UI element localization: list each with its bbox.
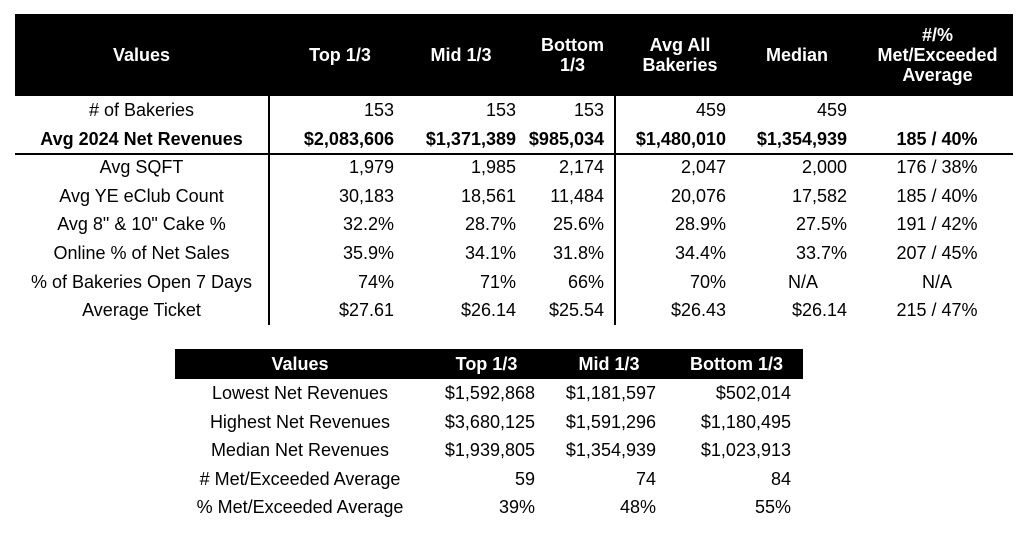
table-row: Avg YE eClub Count 30,183 18,561 11,484 … xyxy=(59,185,978,206)
table-row: Avg SQFT 1,979 1,985 2,174 2,047 2,000 1… xyxy=(99,157,978,178)
row-divider xyxy=(15,153,1013,155)
table-row: % Met/Exceeded Average 39% 48% 55% xyxy=(196,497,791,518)
header-bottom-third: Bottom 1/3 xyxy=(541,35,604,75)
table-header: Values Top 1/3 Mid 1/3 Bottom 1/3 xyxy=(175,349,803,379)
table-row: % of Bakeries Open 7 Days 74% 71% 66% 70… xyxy=(30,271,952,292)
column-divider xyxy=(614,96,616,325)
header-top-third: Top 1/3 xyxy=(455,354,518,374)
table-row: # of Bakeries 153 153 153 459 459 xyxy=(88,100,847,120)
table-body: # of Bakeries 153 153 153 459 459 Avg 20… xyxy=(15,96,1013,325)
table-row: Online % of Net Sales 35.9% 34.1% 31.8% … xyxy=(53,242,978,263)
table-row: # Met/Exceeded Average 59 74 84 xyxy=(199,468,791,489)
header-median: Median xyxy=(765,45,828,65)
table-row: Avg 2024 Net Revenues $2,083,606 $1,371,… xyxy=(40,128,978,149)
header-values: Values xyxy=(271,354,329,374)
revenue-range-table: Values Top 1/3 Mid 1/3 Bottom 1/3 Lowest… xyxy=(175,349,803,522)
header-avg-all: Avg All Bakeries xyxy=(642,35,718,75)
header-mid-third: Mid 1/3 xyxy=(430,45,492,65)
header-values: Values xyxy=(112,45,171,65)
column-divider xyxy=(268,96,270,325)
table-row: Median Net Revenues $1,939,805 $1,354,93… xyxy=(210,440,791,461)
table-row: Average Ticket $27.61 $26.14 $25.54 $26.… xyxy=(82,300,978,321)
header-met-exceeded: #/% Met/Exceeded Average xyxy=(877,25,998,85)
bakery-metrics-table: Values Top 1/3 Mid 1/3 Bottom 1/3 Avg Al… xyxy=(15,14,1013,325)
table-row: Highest Net Revenues $3,680,125 $1,591,2… xyxy=(209,411,791,432)
header-bottom-third: Bottom 1/3 xyxy=(689,354,783,374)
table-row: Avg 8" & 10" Cake % 32.2% 28.7% 25.6% 28… xyxy=(57,214,978,235)
table-row: Lowest Net Revenues $1,592,868 $1,181,59… xyxy=(211,383,791,403)
table-header: Values Top 1/3 Mid 1/3 Bottom 1/3 Avg Al… xyxy=(15,14,1013,96)
header-top-third: Top 1/3 xyxy=(309,45,371,65)
table-body: Lowest Net Revenues $1,592,868 $1,181,59… xyxy=(175,379,803,522)
header-mid-third: Mid 1/3 xyxy=(578,354,640,374)
